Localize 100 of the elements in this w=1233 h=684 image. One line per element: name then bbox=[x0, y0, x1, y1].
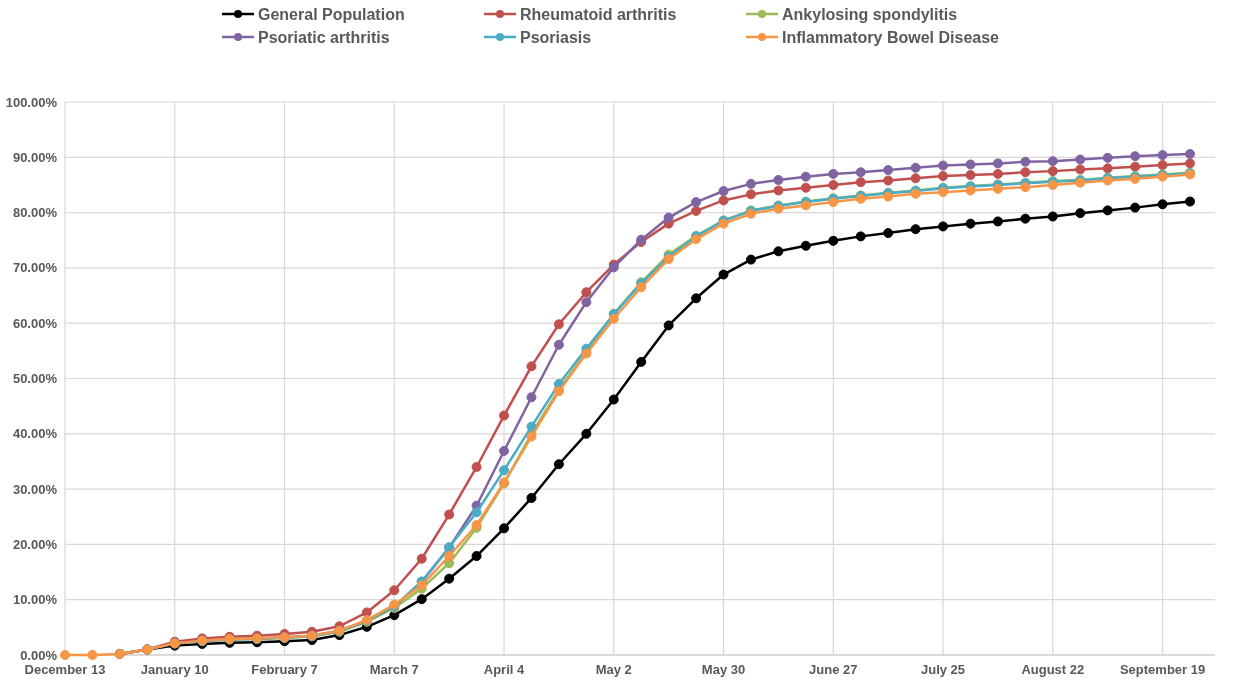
point bbox=[581, 297, 592, 308]
point bbox=[773, 185, 784, 196]
point bbox=[526, 492, 537, 503]
point bbox=[1075, 208, 1086, 219]
point bbox=[828, 197, 839, 208]
point bbox=[883, 228, 894, 239]
point bbox=[718, 186, 729, 197]
x-tick-label: May 2 bbox=[595, 662, 632, 677]
point bbox=[1185, 158, 1195, 169]
point bbox=[526, 392, 537, 403]
point bbox=[499, 410, 510, 421]
point bbox=[745, 178, 756, 189]
point bbox=[718, 269, 729, 280]
y-tick-label: 40.00% bbox=[12, 426, 58, 442]
point bbox=[663, 212, 674, 223]
point bbox=[883, 175, 894, 186]
point bbox=[1020, 167, 1031, 178]
point bbox=[608, 394, 619, 405]
point bbox=[1020, 156, 1031, 167]
point bbox=[800, 182, 811, 193]
point bbox=[1157, 160, 1168, 171]
point bbox=[992, 183, 1003, 194]
point bbox=[828, 235, 839, 246]
y-tick-label: 100.00% bbox=[5, 94, 58, 110]
point bbox=[1130, 161, 1141, 172]
point bbox=[581, 428, 592, 439]
point bbox=[87, 650, 98, 660]
point bbox=[938, 160, 949, 171]
point bbox=[1102, 163, 1113, 174]
point bbox=[855, 167, 866, 178]
point bbox=[1075, 154, 1086, 165]
point bbox=[581, 287, 592, 298]
point bbox=[636, 356, 647, 367]
point bbox=[416, 594, 427, 605]
point bbox=[883, 165, 894, 176]
point bbox=[416, 553, 427, 564]
point bbox=[910, 224, 921, 235]
point bbox=[636, 282, 647, 293]
point bbox=[1047, 211, 1058, 222]
point bbox=[60, 650, 70, 660]
y-tick-label: 90.00% bbox=[12, 149, 58, 165]
point bbox=[745, 254, 756, 265]
y-tick-label: 20.00% bbox=[12, 536, 58, 552]
point bbox=[828, 179, 839, 190]
x-tick-label: February 7 bbox=[251, 662, 318, 677]
legend-label: Ankylosing spondylitis bbox=[782, 5, 958, 23]
point bbox=[965, 159, 976, 170]
point bbox=[691, 293, 702, 304]
point bbox=[1157, 199, 1168, 210]
point bbox=[553, 339, 564, 350]
point bbox=[444, 551, 455, 562]
point bbox=[1157, 150, 1168, 161]
point bbox=[745, 189, 756, 200]
point bbox=[691, 197, 702, 208]
legend-label: General Population bbox=[258, 5, 405, 23]
y-tick-label: 60.00% bbox=[12, 315, 58, 331]
point bbox=[800, 171, 811, 182]
point bbox=[444, 509, 455, 520]
point bbox=[965, 185, 976, 196]
x-tick-label: July 25 bbox=[921, 662, 966, 677]
point bbox=[938, 187, 949, 198]
point bbox=[608, 313, 619, 324]
x-tick-label: December 13 bbox=[24, 662, 106, 677]
point bbox=[471, 507, 482, 518]
x-tick-label: January 10 bbox=[140, 662, 209, 677]
point bbox=[1020, 213, 1031, 224]
point bbox=[1075, 164, 1086, 175]
point bbox=[828, 168, 839, 179]
point bbox=[1047, 156, 1058, 167]
y-tick-label: 0.00% bbox=[20, 647, 58, 663]
point bbox=[965, 218, 976, 229]
point bbox=[526, 361, 537, 372]
x-tick-label: April 4 bbox=[483, 662, 526, 677]
legend-label: Inflammatory Bowel Disease bbox=[782, 28, 1000, 46]
legend-label: Psoriasis bbox=[520, 28, 592, 46]
point bbox=[992, 158, 1003, 169]
point bbox=[499, 523, 510, 534]
point bbox=[800, 240, 811, 251]
point bbox=[1047, 166, 1058, 177]
point bbox=[444, 573, 455, 584]
x-tick-label: September 19 bbox=[1119, 662, 1206, 677]
point bbox=[553, 459, 564, 470]
point bbox=[773, 246, 784, 257]
legend-label: Psoriatic arthritis bbox=[258, 28, 390, 46]
point bbox=[1102, 152, 1113, 163]
x-tick-label: August 22 bbox=[1021, 662, 1085, 677]
y-tick-label: 50.00% bbox=[12, 371, 58, 387]
y-tick-label: 10.00% bbox=[12, 592, 58, 608]
point bbox=[663, 320, 674, 331]
point bbox=[553, 319, 564, 330]
point bbox=[1185, 196, 1195, 207]
point bbox=[499, 445, 510, 456]
y-tick-label: 30.00% bbox=[12, 481, 58, 497]
x-tick-label: March 7 bbox=[369, 662, 419, 677]
point bbox=[1020, 182, 1031, 193]
point bbox=[1130, 151, 1141, 162]
legend-label: Rheumatoid arthritis bbox=[520, 5, 677, 23]
point bbox=[1102, 205, 1113, 216]
point bbox=[691, 205, 702, 216]
point bbox=[1130, 202, 1141, 213]
